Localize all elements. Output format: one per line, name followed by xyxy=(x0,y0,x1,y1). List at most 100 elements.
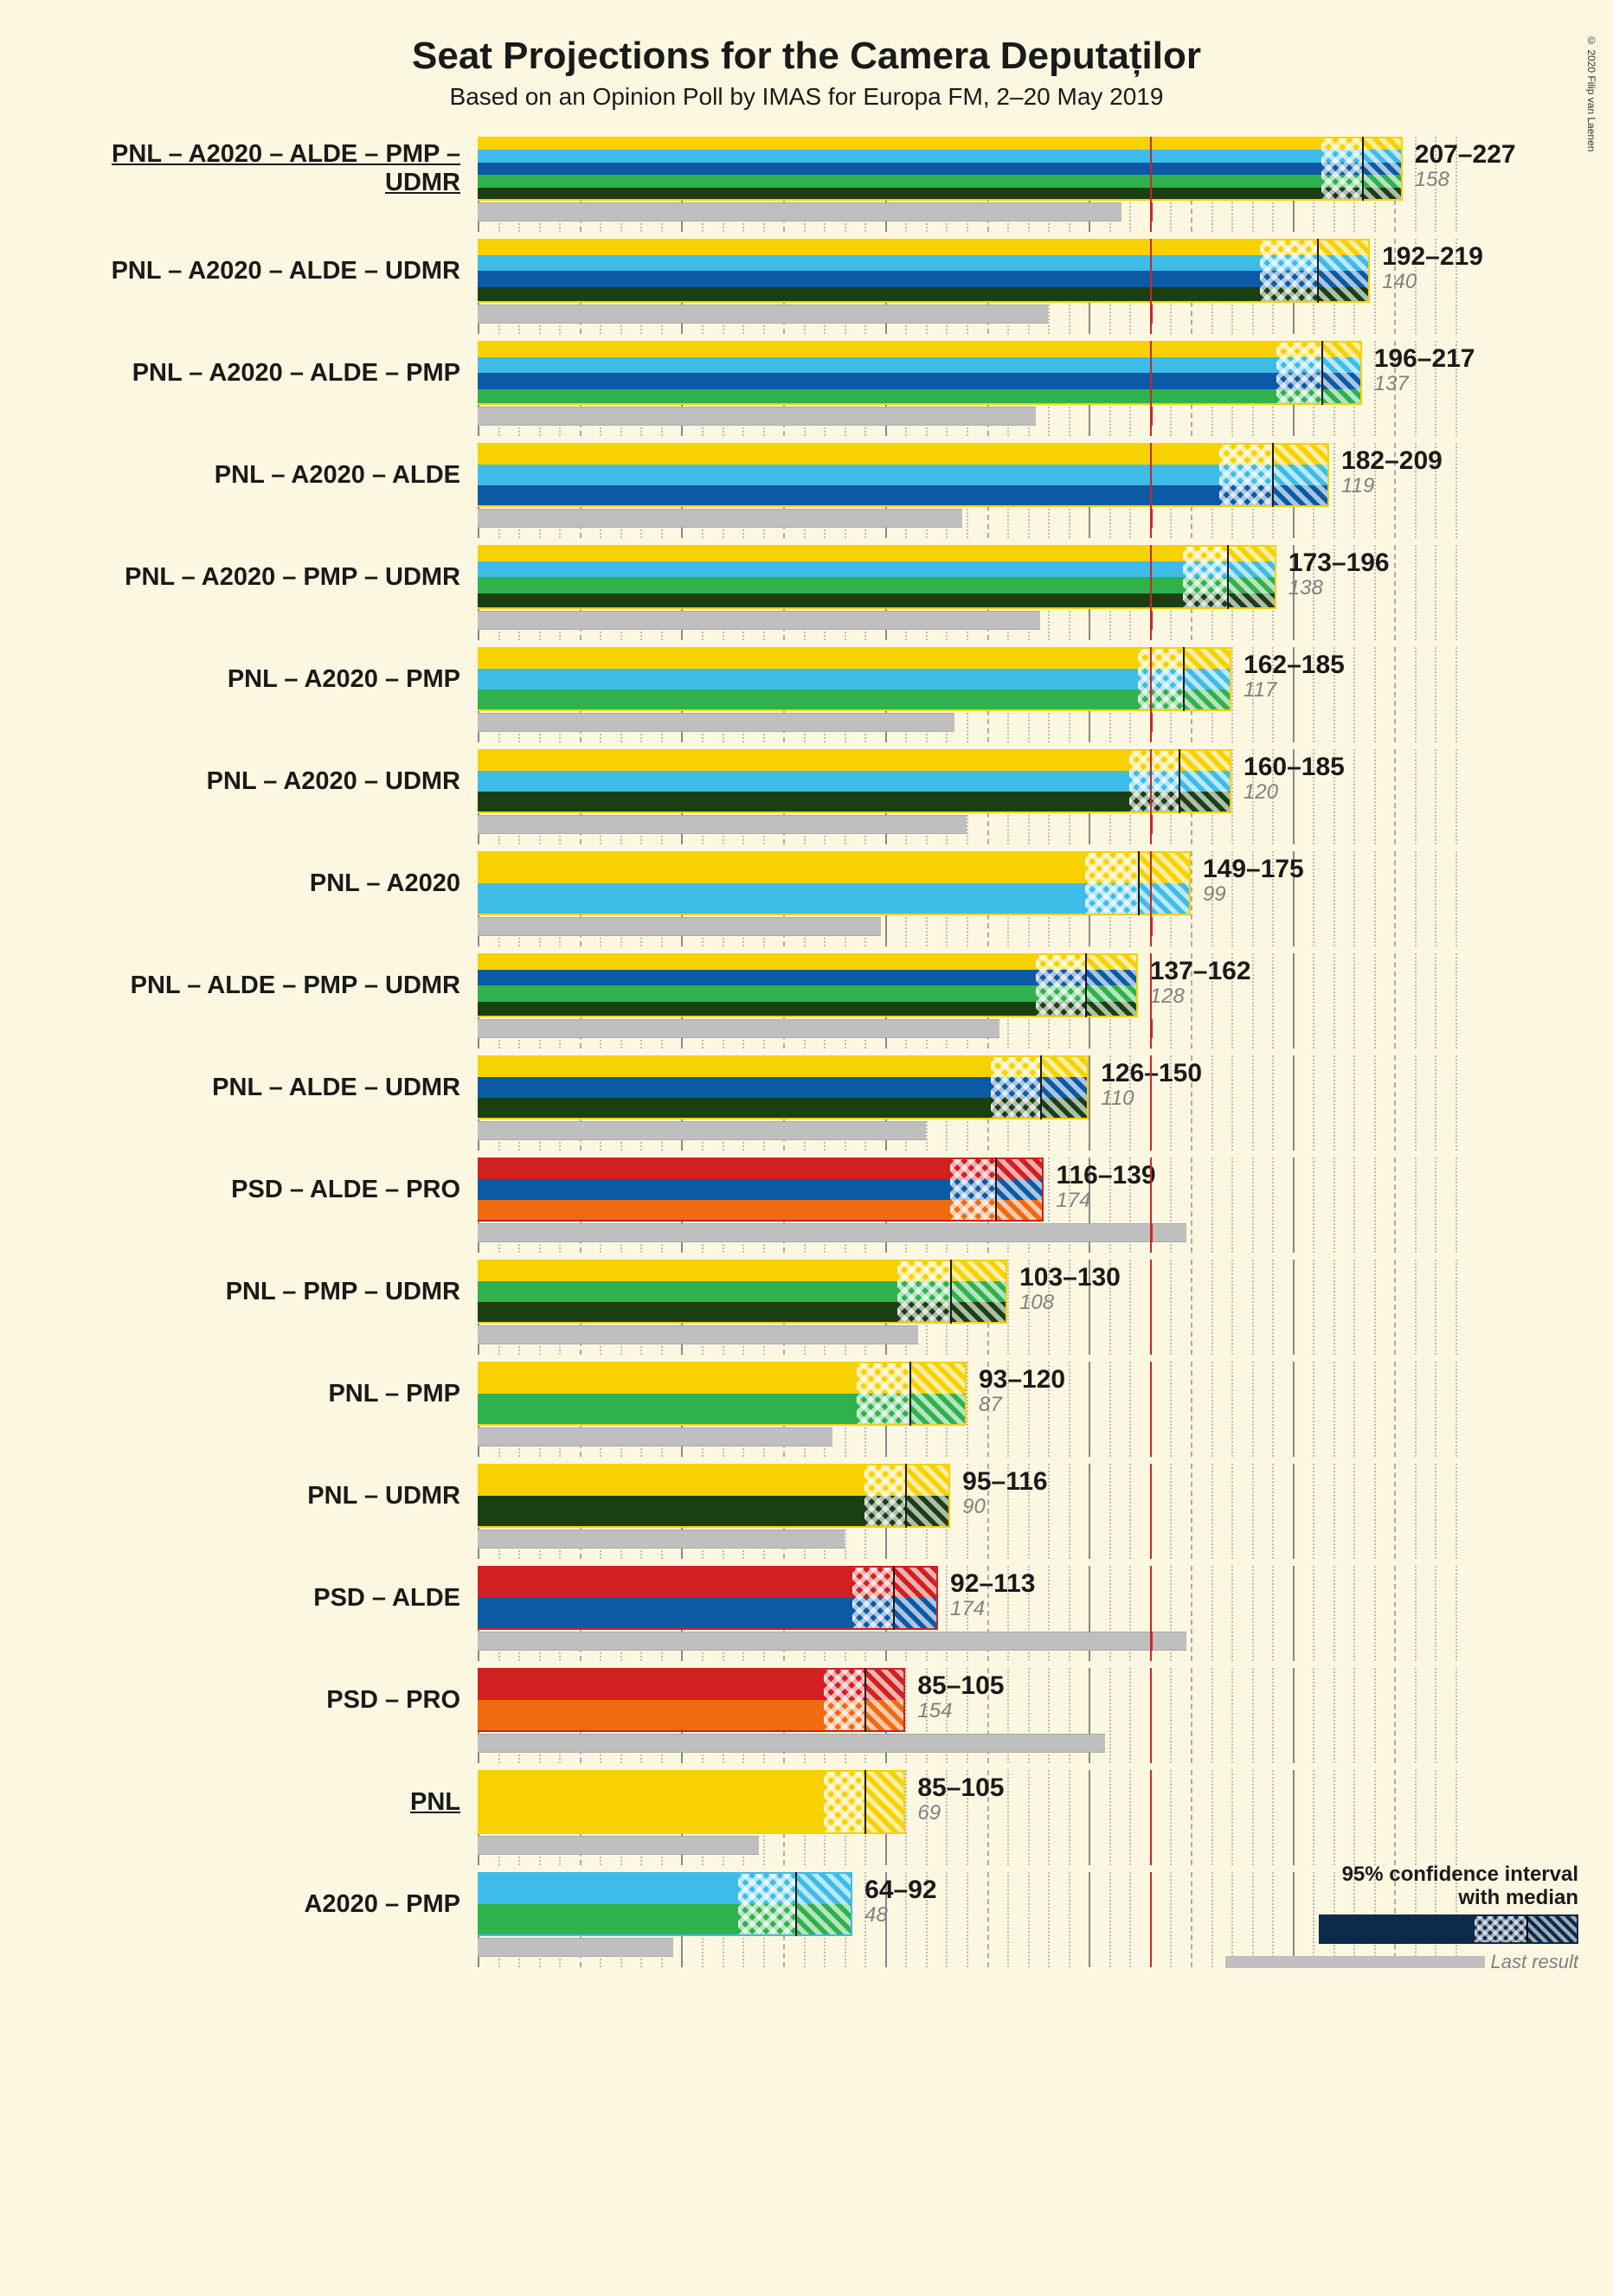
range-text: 192–219 xyxy=(1382,242,1483,272)
figures: 182–209119 xyxy=(1341,446,1443,498)
majority-line xyxy=(1150,1158,1152,1253)
last-result-bar xyxy=(478,1223,1186,1242)
party-stripe xyxy=(478,792,1231,813)
last-text: 90 xyxy=(962,1495,1047,1519)
range-text: 182–209 xyxy=(1341,446,1443,476)
range-text: 162–185 xyxy=(1243,651,1345,680)
median-line xyxy=(795,1872,797,1936)
ci-lower xyxy=(1085,851,1138,915)
range-text: 103–130 xyxy=(1019,1263,1121,1292)
ci-lower xyxy=(857,1362,909,1426)
coalition-label: PNL – A2020 – PMP – UDMR xyxy=(36,545,478,609)
party-stripe xyxy=(478,271,1370,287)
coalition-plot: 196–217137 xyxy=(478,341,1577,436)
majority-line xyxy=(1150,239,1152,334)
party-stripe xyxy=(478,163,1403,176)
party-stripe xyxy=(478,749,1231,771)
party-stripe xyxy=(478,545,1276,561)
ci-upper xyxy=(1272,443,1329,507)
ci-lower xyxy=(950,1158,995,1222)
median-line xyxy=(1317,239,1319,303)
median-line xyxy=(995,1158,997,1222)
party-stripe xyxy=(478,373,1362,389)
majority-line xyxy=(1150,1362,1152,1457)
party-stripe xyxy=(478,239,1370,255)
median-line xyxy=(909,1362,911,1426)
coalition-row: PNL – ALDE – PMP – UDMR137–162128 xyxy=(36,953,1577,1049)
majority-line xyxy=(1150,953,1152,1049)
last-text: 117 xyxy=(1243,678,1345,702)
figures: 160–185120 xyxy=(1243,753,1345,805)
majority-line xyxy=(1150,1055,1152,1151)
coalition-label: PSD – ALDE – PRO xyxy=(36,1158,478,1222)
projection-bar xyxy=(478,137,1403,201)
majority-line xyxy=(1150,341,1152,436)
last-text: 174 xyxy=(950,1597,1035,1621)
projection-bar xyxy=(478,443,1329,507)
ci-upper xyxy=(1183,647,1232,711)
figures: 95–11690 xyxy=(962,1467,1047,1519)
ci-lower xyxy=(897,1260,950,1324)
coalition-label: PNL – A2020 – UDMR xyxy=(36,749,478,813)
coalition-label: PNL xyxy=(36,1770,478,1834)
last-result-bar xyxy=(478,1427,832,1446)
coalition-plot: 182–209119 xyxy=(478,443,1577,538)
coalition-plot: 149–17599 xyxy=(478,851,1577,946)
median-line xyxy=(893,1566,895,1630)
coalition-plot: 207–227158 xyxy=(478,137,1577,232)
figures: 173–196138 xyxy=(1288,548,1390,600)
ci-upper xyxy=(1138,851,1191,915)
majority-line xyxy=(1150,851,1152,946)
figures: 92–113174 xyxy=(950,1569,1035,1621)
party-stripe xyxy=(478,175,1403,188)
coalition-label: PNL – A2020 – ALDE xyxy=(36,443,478,507)
coalition-plot: 173–196138 xyxy=(478,545,1577,640)
last-result-bar xyxy=(478,1938,673,1957)
coalition-plot: 85–105154 xyxy=(478,1668,1577,1763)
last-text: 99 xyxy=(1203,882,1304,907)
range-text: 64–92 xyxy=(864,1876,936,1905)
last-text: 120 xyxy=(1243,780,1345,805)
ci-lower xyxy=(824,1770,864,1834)
ci-lower xyxy=(852,1566,893,1630)
party-stripe xyxy=(478,883,1191,915)
coalition-label: PNL – UDMR xyxy=(36,1464,478,1528)
ci-upper xyxy=(864,1668,905,1732)
coalition-label: A2020 – PMP xyxy=(36,1872,478,1936)
last-result-bar xyxy=(478,305,1048,324)
coalition-plot: 92–113174 xyxy=(478,1566,1577,1661)
median-line xyxy=(1085,953,1087,1017)
coalition-label: PNL – PMP – UDMR xyxy=(36,1260,478,1324)
coalition-row: PNL – A2020 – ALDE – UDMR192–219140 xyxy=(36,239,1577,334)
coalition-row: PNL – A2020 – PMP – UDMR 173–196138 xyxy=(36,545,1577,640)
projection-bar xyxy=(478,647,1231,711)
majority-line xyxy=(1150,137,1152,232)
projection-bar xyxy=(478,239,1370,303)
last-text: 140 xyxy=(1382,270,1483,294)
ci-lower xyxy=(991,1055,1040,1119)
legend-title-2: with median xyxy=(1458,1886,1578,1909)
party-stripe xyxy=(478,150,1403,163)
party-stripe xyxy=(478,255,1370,272)
ci-lower xyxy=(1183,545,1228,609)
coalition-row: PNL – UDMR 95–11690 xyxy=(36,1464,1577,1559)
coalition-row: PNL – A2020 – PMP162–185117 xyxy=(36,647,1577,742)
last-result-bar xyxy=(478,407,1036,426)
range-text: 173–196 xyxy=(1288,548,1390,578)
ci-upper xyxy=(1362,137,1403,201)
coalition-row: PNL – PMP – UDMR103–130108 xyxy=(36,1260,1577,1355)
range-text: 85–105 xyxy=(917,1671,1004,1701)
ci-upper xyxy=(909,1362,967,1426)
coalition-plot: 93–12087 xyxy=(478,1362,1577,1457)
coalition-plot: 160–185120 xyxy=(478,749,1577,844)
party-stripe xyxy=(478,485,1329,507)
figures: 64–9248 xyxy=(864,1876,936,1927)
ci-upper xyxy=(950,1260,1007,1324)
party-stripe xyxy=(478,341,1362,357)
median-line xyxy=(1321,341,1323,405)
coalition-row: PNL – ALDE – UDMR126–150110 xyxy=(36,1055,1577,1151)
last-text: 69 xyxy=(917,1801,1004,1825)
ci-lower xyxy=(1276,341,1321,405)
ci-upper xyxy=(1179,749,1231,813)
figures: 162–185117 xyxy=(1243,651,1345,702)
